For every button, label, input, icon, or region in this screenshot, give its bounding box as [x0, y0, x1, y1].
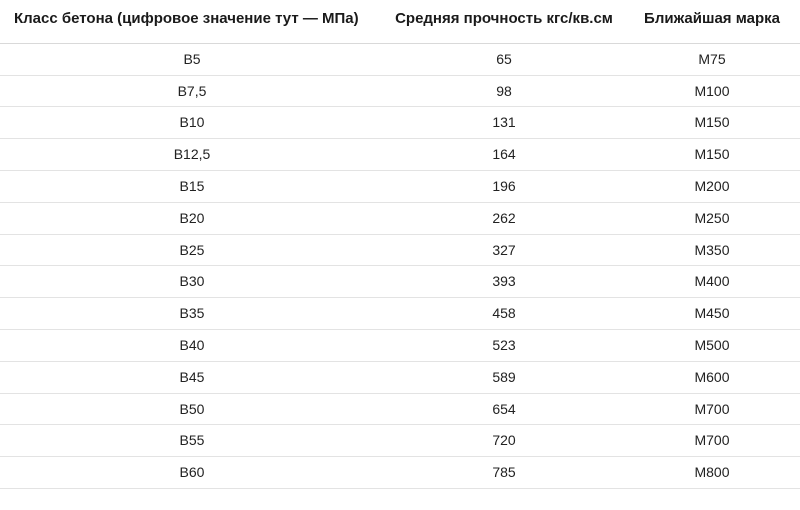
table-cell: 65	[384, 43, 624, 75]
table-row: В7,598М100	[0, 75, 800, 107]
table-cell: 196	[384, 170, 624, 202]
table-cell: 523	[384, 329, 624, 361]
table-cell: 131	[384, 107, 624, 139]
table-cell: 164	[384, 139, 624, 171]
table-cell: М600	[624, 361, 800, 393]
table-row: В30393М400	[0, 266, 800, 298]
table-row: В15196М200	[0, 170, 800, 202]
table-cell: В7,5	[0, 75, 384, 107]
table-cell: В5	[0, 43, 384, 75]
table-cell: М400	[624, 266, 800, 298]
table-cell: 98	[384, 75, 624, 107]
table-row: В60785М800	[0, 457, 800, 489]
table-cell: М150	[624, 139, 800, 171]
table-row: В12,5164М150	[0, 139, 800, 171]
table-cell: М700	[624, 425, 800, 457]
table-cell: М100	[624, 75, 800, 107]
table-row: В20262М250	[0, 202, 800, 234]
table-cell: В60	[0, 457, 384, 489]
table-cell: 327	[384, 234, 624, 266]
table-cell: В50	[0, 393, 384, 425]
table-cell: М200	[624, 170, 800, 202]
table-row: В565М75	[0, 43, 800, 75]
table-cell: В30	[0, 266, 384, 298]
table-cell: М450	[624, 298, 800, 330]
table-row: В45589М600	[0, 361, 800, 393]
col-header-grade: Ближайшая марка	[624, 0, 800, 43]
table-cell: В45	[0, 361, 384, 393]
table-row: В35458М450	[0, 298, 800, 330]
table-cell: М800	[624, 457, 800, 489]
table-cell: М150	[624, 107, 800, 139]
table-cell: 654	[384, 393, 624, 425]
table-cell: 393	[384, 266, 624, 298]
table-cell: 785	[384, 457, 624, 489]
table-cell: М350	[624, 234, 800, 266]
concrete-class-table: Класс бетона (цифровое значение тут — МП…	[0, 0, 800, 489]
table-row: В55720М700	[0, 425, 800, 457]
table-cell: В20	[0, 202, 384, 234]
table-header: Класс бетона (цифровое значение тут — МП…	[0, 0, 800, 43]
col-header-strength: Средняя прочность кгс/кв.см	[384, 0, 624, 43]
col-header-class: Класс бетона (цифровое значение тут — МП…	[0, 0, 384, 43]
table-body: В565М75В7,598М100В10131М150В12,5164М150В…	[0, 43, 800, 488]
table-cell: М700	[624, 393, 800, 425]
table-cell: В10	[0, 107, 384, 139]
table-cell: М500	[624, 329, 800, 361]
table-cell: В15	[0, 170, 384, 202]
table-cell: В12,5	[0, 139, 384, 171]
table-cell: В40	[0, 329, 384, 361]
table-row: В10131М150	[0, 107, 800, 139]
table-cell: 458	[384, 298, 624, 330]
table-cell: В55	[0, 425, 384, 457]
table-cell: 720	[384, 425, 624, 457]
table-row: В50654М700	[0, 393, 800, 425]
table-cell: М75	[624, 43, 800, 75]
table-cell: 262	[384, 202, 624, 234]
table-cell: В25	[0, 234, 384, 266]
table-cell: 589	[384, 361, 624, 393]
table-cell: М250	[624, 202, 800, 234]
table-cell: В35	[0, 298, 384, 330]
table-row: В25327М350	[0, 234, 800, 266]
table-row: В40523М500	[0, 329, 800, 361]
